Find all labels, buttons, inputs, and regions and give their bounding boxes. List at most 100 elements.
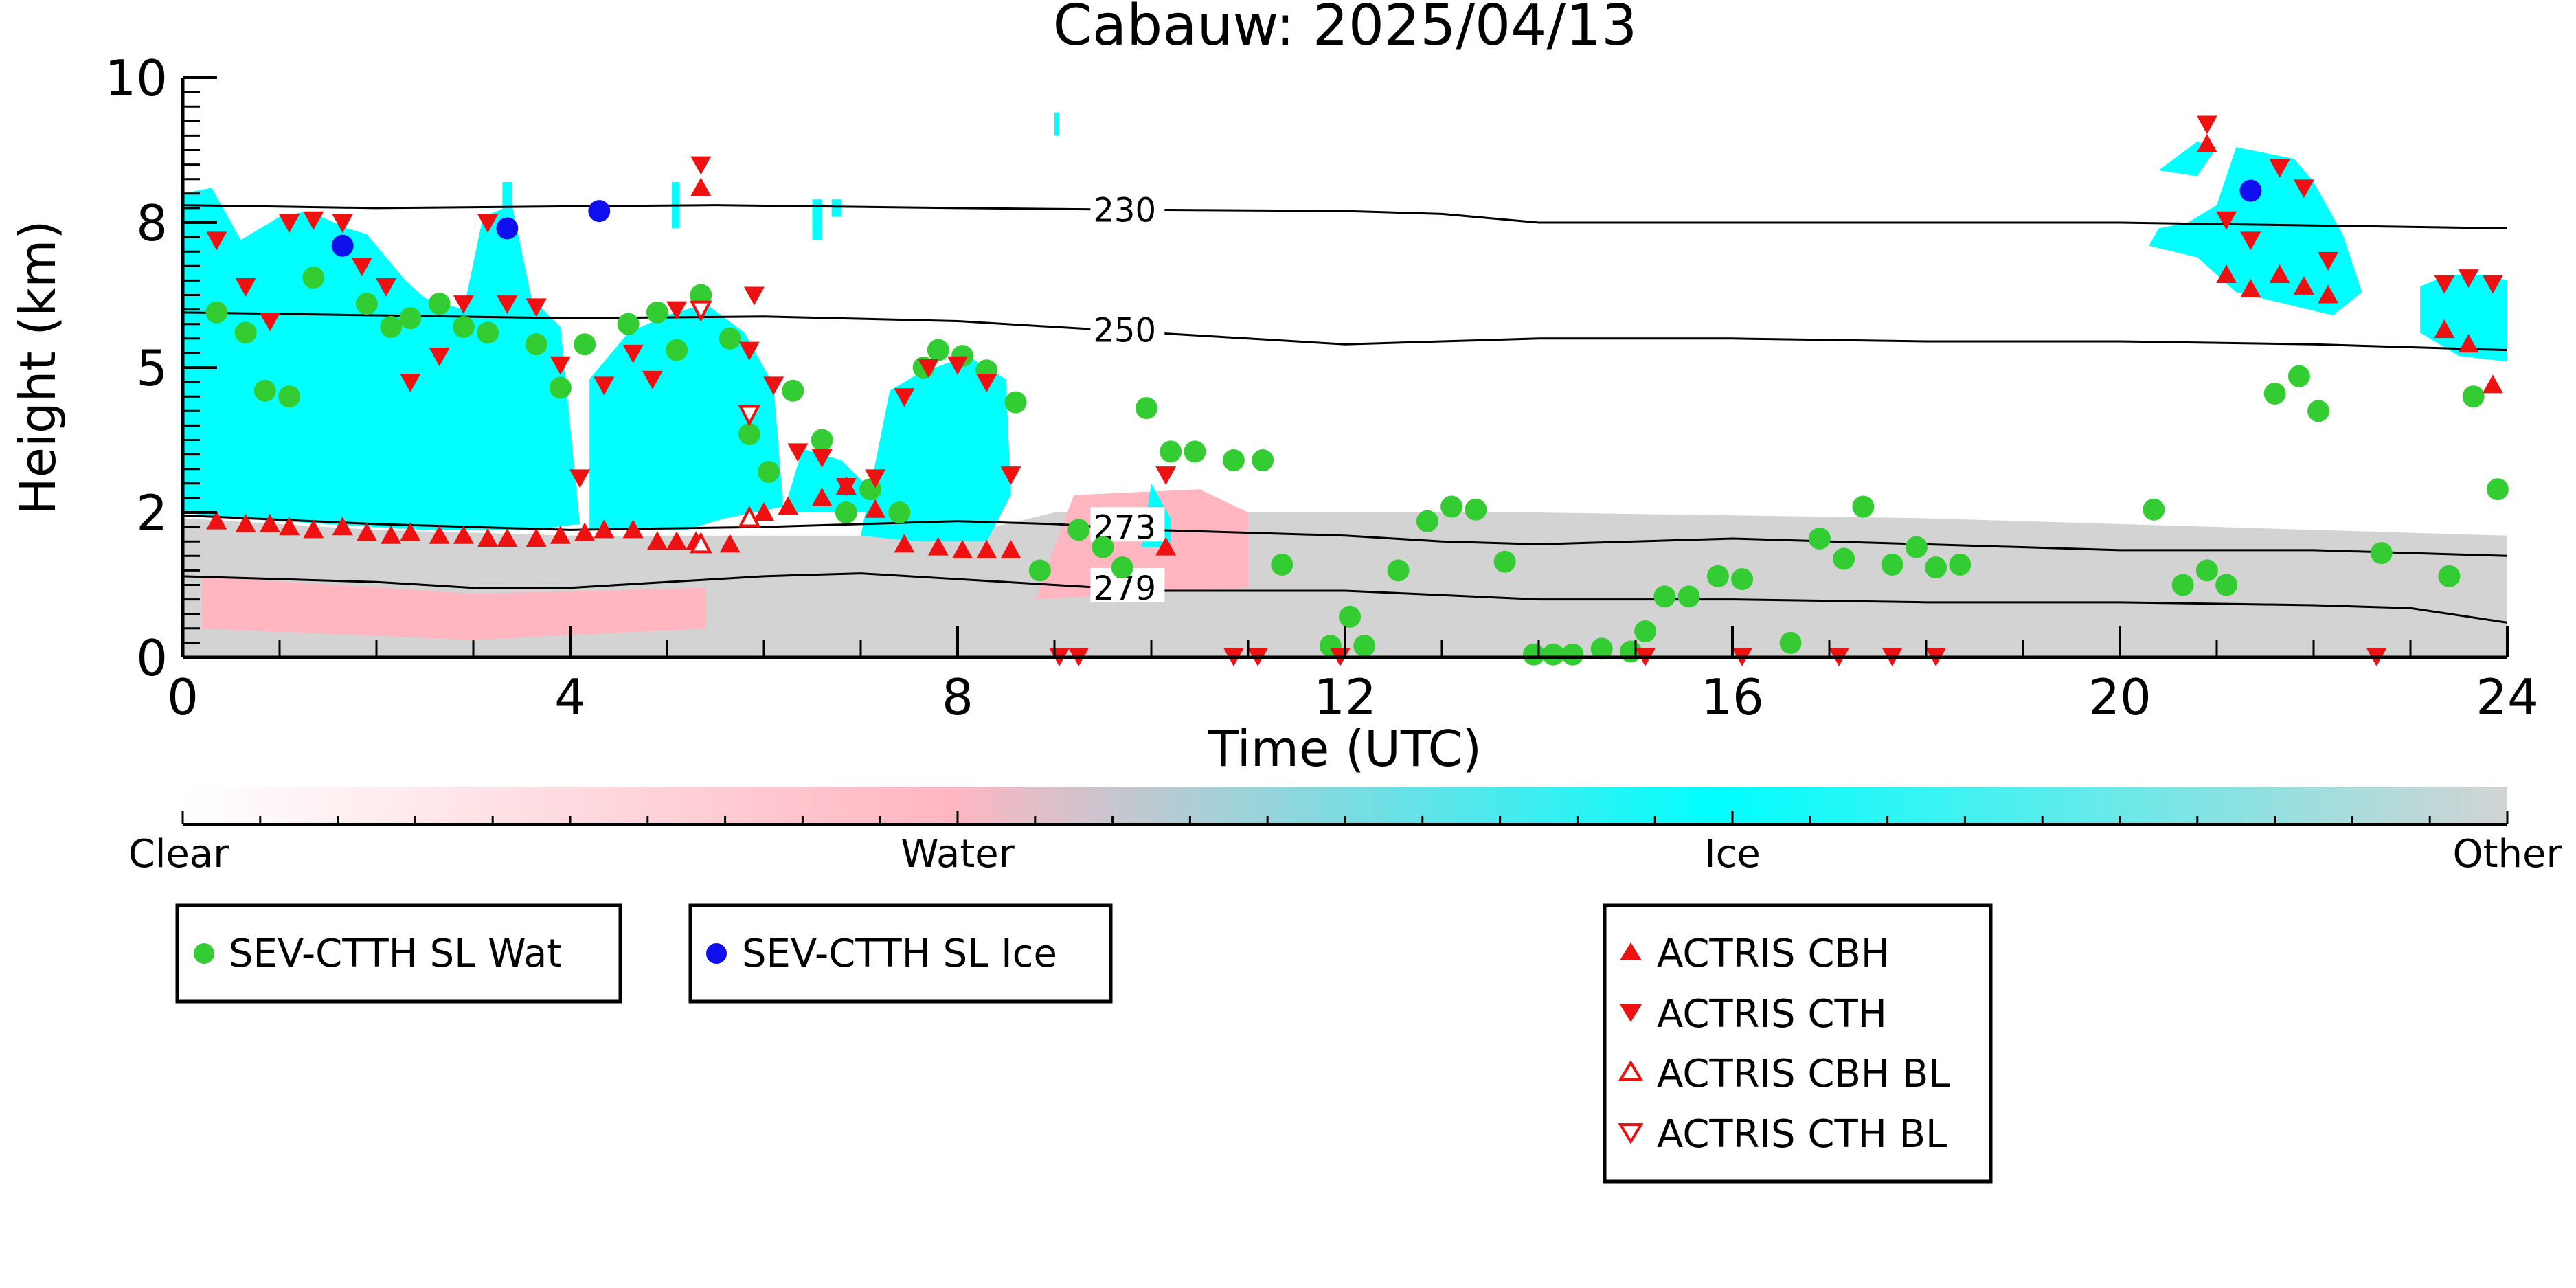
y-tick-label: 5 [136, 339, 168, 397]
data-point [1416, 510, 1438, 532]
data-point [497, 528, 518, 547]
data-point [1852, 495, 1875, 518]
data-point [2434, 275, 2455, 294]
x-axis-label: Time (UTC) [1208, 720, 1482, 778]
data-point [888, 501, 911, 523]
data-point [429, 525, 450, 544]
data-point [497, 295, 518, 315]
data-point [782, 379, 804, 402]
data-point [477, 528, 499, 547]
data-point [550, 356, 571, 375]
data-point [1000, 466, 1021, 486]
data-point [865, 499, 886, 518]
data-point [690, 177, 712, 196]
y-tick-label: 0 [136, 629, 168, 687]
data-point [1542, 643, 1565, 666]
data-point [738, 423, 760, 446]
data-point [253, 379, 276, 402]
ice-streak [831, 199, 841, 217]
data-point [811, 429, 833, 451]
data-point [743, 286, 765, 306]
data-point [754, 502, 774, 521]
data-point [381, 525, 402, 544]
legend-box [1603, 903, 1993, 1184]
data-point [429, 348, 450, 367]
series-sev-ctth-sl-ice [331, 179, 2262, 257]
data-point [550, 525, 571, 544]
data-point [2196, 115, 2217, 135]
data-point [2269, 264, 2290, 283]
data-point [549, 376, 572, 399]
legend-marker-cbh-bl [1618, 1060, 1644, 1081]
data-point [428, 293, 451, 315]
legend-label-sev-wat: SEV-CTTH SL Wat [229, 931, 562, 976]
data-point [234, 321, 257, 344]
data-point [1731, 568, 1754, 591]
colorbar-ticks [181, 811, 2509, 824]
data-point [206, 231, 227, 251]
data-point [1653, 585, 1676, 608]
data-point [918, 359, 939, 378]
data-point [2434, 319, 2455, 339]
data-point [279, 517, 300, 536]
x-tick-label: 24 [2476, 668, 2539, 726]
series-sev-ctth-sl-wat [205, 267, 2509, 666]
data-point [1590, 637, 1613, 660]
data-point [666, 339, 688, 361]
data-point [332, 214, 353, 233]
y-tick-label: 10 [104, 49, 168, 107]
data-point [952, 539, 973, 558]
data-point [927, 536, 949, 556]
data-point [279, 214, 300, 233]
data-point [2486, 478, 2509, 501]
data-point [376, 278, 397, 297]
legend-marker-sev-wat [194, 943, 214, 964]
data-point [690, 300, 712, 322]
ice-cloud [783, 449, 881, 512]
data-point [1465, 498, 1487, 521]
chart-title: Cabauw: 2025/04/13 [1053, 0, 1638, 58]
ice-cloud [183, 188, 580, 530]
data-point [588, 200, 611, 223]
legend-marker-sev-ice [706, 943, 727, 964]
data-point [2216, 211, 2237, 230]
data-point [332, 517, 353, 536]
data-point [1808, 527, 1831, 550]
data-point [235, 513, 256, 532]
water-layer [202, 576, 706, 640]
data-point [622, 519, 644, 539]
series-actris-cbh-bl [690, 506, 761, 554]
colorbar: Clear Water Ice Other [128, 787, 2562, 877]
data-point [2263, 382, 2286, 405]
data-point [1440, 495, 1463, 518]
y-ticks: 0 2 5 8 10 [104, 49, 217, 687]
x-tick-label: 16 [1701, 668, 1764, 726]
data-point [235, 278, 256, 297]
x-tick-label: 4 [554, 668, 586, 726]
legend-sev-ice: SEV-CTTH SL Ice [688, 903, 1113, 1004]
data-point [1353, 635, 1376, 657]
data-point [302, 267, 325, 289]
data-point [778, 496, 799, 515]
contour-label-bg [1090, 507, 1165, 542]
series-actris-cth [206, 115, 2503, 666]
data-point [1925, 556, 1947, 579]
colorbar-label-other: Other [2452, 832, 2562, 877]
contour-label-bg [1090, 310, 1165, 345]
data-point [2269, 159, 2290, 178]
data-point [453, 295, 474, 315]
data-point [1155, 466, 1177, 486]
data-point [2215, 574, 2238, 596]
data-point [453, 525, 474, 544]
data-point [738, 506, 761, 528]
data-point [1135, 397, 1157, 420]
data-point [355, 293, 378, 315]
data-point [835, 478, 857, 497]
data-point [642, 370, 663, 389]
contour-label-bg [1090, 190, 1165, 225]
data-point [1522, 643, 1545, 666]
data-point [278, 385, 301, 408]
data-point [719, 327, 741, 350]
data-point [865, 469, 886, 488]
